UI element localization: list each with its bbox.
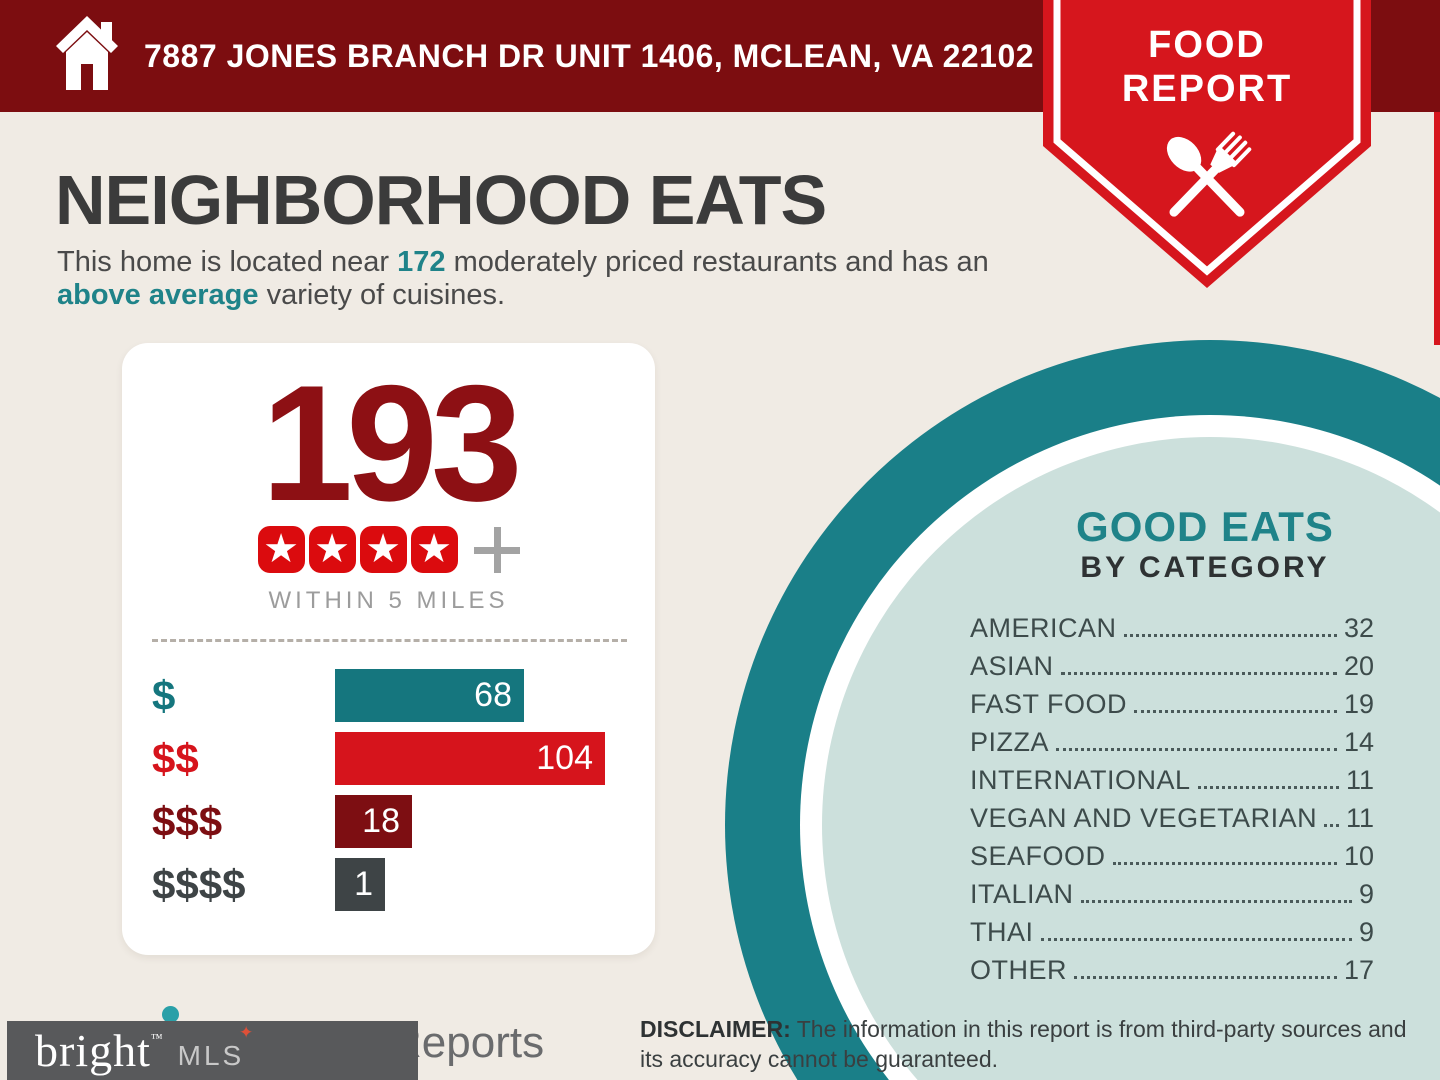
disclaimer-label: DISCLAIMER: — [640, 1016, 791, 1042]
star-rating-row: ★ ★ ★ ★ — [122, 526, 655, 573]
price-bar-row: $68 — [122, 669, 655, 722]
bright-mls-wordmark: bright™ — [35, 1025, 164, 1076]
intro-text-after: variety of cuisines. — [258, 279, 506, 312]
price-bar-value: 68 — [474, 676, 512, 714]
restaurant-count-highlight: 172 — [397, 246, 446, 278]
category-name: OTHER — [970, 955, 1067, 985]
category-row: INTERNATIONAL 11 — [970, 758, 1374, 796]
category-row: FAST FOOD 19 — [970, 682, 1374, 720]
price-level-label: $$$$ — [152, 860, 246, 908]
category-count: 11 — [1345, 803, 1374, 833]
price-bar: 1 — [335, 858, 385, 911]
category-count: 19 — [1343, 689, 1374, 719]
dotted-leader — [1080, 900, 1352, 903]
category-row: AMERICAN 32 — [970, 606, 1374, 644]
category-row: ITALIAN 9 — [970, 872, 1374, 910]
dashed-divider — [152, 639, 627, 642]
category-row: SEAFOOD 10 — [970, 834, 1374, 872]
trademark-symbol: ™ — [150, 1031, 164, 1045]
category-row: ASIAN 20 — [970, 644, 1374, 682]
good-eats-title: GOOD EATS — [1076, 503, 1334, 550]
category-name: THAI — [970, 917, 1034, 947]
dotted-leader — [1123, 634, 1337, 637]
category-name: FAST FOOD — [970, 689, 1128, 719]
price-bar: 68 — [335, 669, 524, 722]
category-count: 14 — [1343, 727, 1374, 757]
star-badge: ★ — [308, 526, 356, 573]
price-bar-row: $$$ 18 — [122, 795, 655, 848]
price-level-label: $$$ — [152, 797, 223, 845]
property-address: 7887 JONES BRANCH DR UNIT 1406, MCLEAN, … — [144, 37, 1035, 74]
ribbon-title-line1: FOOD — [1148, 24, 1266, 66]
price-bar: 18 — [335, 795, 412, 848]
plus-icon — [473, 526, 520, 573]
price-level-bar-chart: $68 $$ 104 $$$ 18 $$$$ 1 — [122, 669, 655, 921]
good-eats-category-list: AMERICAN 32 ASIAN 20 FAST FOOD 19 PIZZA 14 INTER… — [970, 606, 1374, 986]
category-name: ASIAN — [970, 651, 1054, 681]
category-count: 11 — [1345, 765, 1374, 795]
logo-sparkle-icon: ✦ — [239, 1023, 254, 1042]
crossed-spoon-fork-icon — [1166, 131, 1252, 217]
category-name: AMERICAN — [970, 613, 1117, 643]
total-restaurant-count: 193 — [261, 351, 522, 535]
price-bar-row: $$$$ 1 — [122, 858, 655, 911]
page-title: NEIGHBORHOOD EATS — [55, 161, 827, 239]
variety-highlight: above average — [57, 279, 259, 312]
category-name: ITALIAN — [970, 879, 1074, 909]
dotted-leader — [1060, 672, 1337, 675]
intro-text-before: This home is located near — [57, 246, 398, 278]
category-count: 10 — [1343, 841, 1374, 871]
category-count: 20 — [1343, 651, 1374, 681]
home-icon — [56, 16, 118, 90]
category-row: PIZZA 14 — [970, 720, 1374, 758]
price-bar: 104 — [335, 732, 605, 785]
restaurant-summary-card: 193 ★ ★ ★ ★ WITHIN 5 MILES $68 $$ 104 $$$ 18 $$$… — [122, 343, 655, 955]
good-eats-subtitle: BY CATEGORY — [1080, 551, 1330, 584]
disclaimer-text: DISCLAIMER: The information in this repo… — [640, 1014, 1430, 1075]
food-report-ribbon: FOOD REPORT — [1043, 0, 1371, 292]
price-level-label: $ — [152, 671, 176, 719]
category-row: THAI 9 — [970, 910, 1374, 948]
mls-label: MLS — [177, 1039, 245, 1071]
price-bar-value: 1 — [354, 865, 373, 903]
category-row: VEGAN AND VEGETARIAN 11 — [970, 796, 1374, 834]
category-name: SEAFOOD — [970, 841, 1106, 871]
category-row: OTHER 17 — [970, 948, 1374, 986]
category-count: 9 — [1358, 879, 1374, 909]
dotted-leader — [1197, 786, 1339, 789]
price-bar-value: 104 — [536, 739, 593, 777]
category-count: 17 — [1343, 955, 1374, 985]
category-name: PIZZA — [970, 727, 1050, 757]
category-count: 32 — [1343, 613, 1374, 643]
bright-mls-logo-box: bright™ ✦ MLS — [7, 1021, 418, 1080]
star-badge: ★ — [257, 526, 305, 573]
category-count: 9 — [1358, 917, 1374, 947]
dotted-leader — [1112, 862, 1337, 865]
ribbon-title-line2: REPORT — [1121, 68, 1293, 110]
intro-paragraph: This home is located near 172 moderately… — [57, 246, 1017, 313]
radius-label: WITHIN 5 MILES — [268, 587, 509, 614]
dotted-leader — [1134, 710, 1337, 713]
star-badge: ★ — [359, 526, 407, 573]
disclaimer-body: The information in this report is from t… — [640, 1016, 1407, 1073]
price-bar-row: $$ 104 — [122, 732, 655, 785]
dotted-leader — [1056, 748, 1337, 751]
intro-text-middle: moderately priced restaurants and has an — [445, 246, 989, 278]
category-name: INTERNATIONAL — [970, 765, 1191, 795]
dotted-leader — [1074, 976, 1337, 979]
dotted-leader — [1040, 938, 1352, 941]
star-badge: ★ — [410, 526, 458, 573]
ribbon-shape — [1043, 0, 1371, 288]
category-name: VEGAN AND VEGETARIAN — [970, 803, 1318, 833]
dotted-leader — [1324, 824, 1339, 827]
right-edge-red-stripe — [1434, 112, 1440, 345]
price-bar-value: 18 — [362, 802, 400, 840]
covered-logo-dot — [162, 1006, 179, 1023]
price-level-label: $$ — [152, 734, 199, 782]
